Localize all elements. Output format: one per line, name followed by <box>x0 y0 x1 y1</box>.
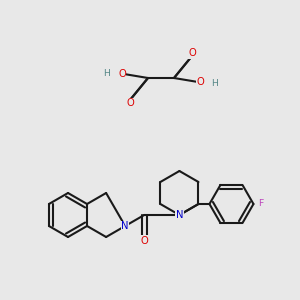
Text: O: O <box>188 48 196 58</box>
Text: H: H <box>212 79 218 88</box>
Text: O: O <box>126 98 134 108</box>
Text: N: N <box>122 221 129 231</box>
Text: O: O <box>118 69 126 79</box>
Text: O: O <box>140 236 148 246</box>
Text: F: F <box>258 200 263 208</box>
Text: N: N <box>176 210 183 220</box>
Text: O: O <box>196 77 204 87</box>
Text: H: H <box>103 68 110 77</box>
